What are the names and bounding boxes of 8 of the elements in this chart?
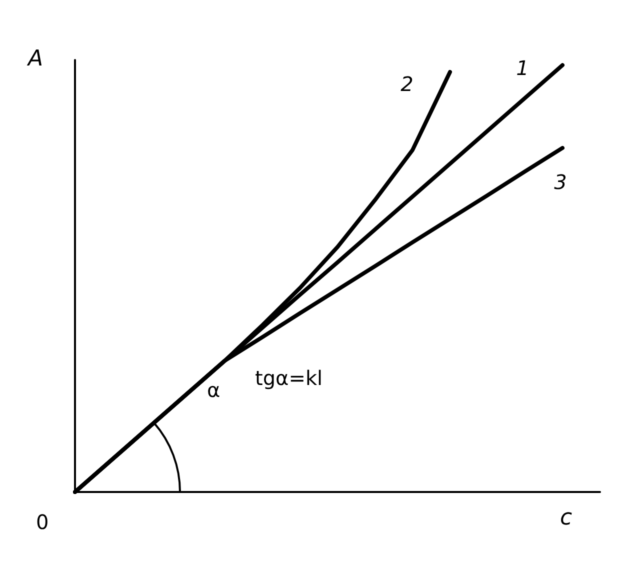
annotation: α xyxy=(207,378,220,402)
series-label: 2 xyxy=(400,72,414,96)
series-label: 3 xyxy=(554,170,567,194)
text: 0 xyxy=(36,510,49,534)
y-axis-title: A xyxy=(26,46,44,72)
annotation: tgα=kl xyxy=(255,366,323,390)
x-axis-title: c xyxy=(560,506,572,530)
series-label: 1 xyxy=(516,56,529,80)
